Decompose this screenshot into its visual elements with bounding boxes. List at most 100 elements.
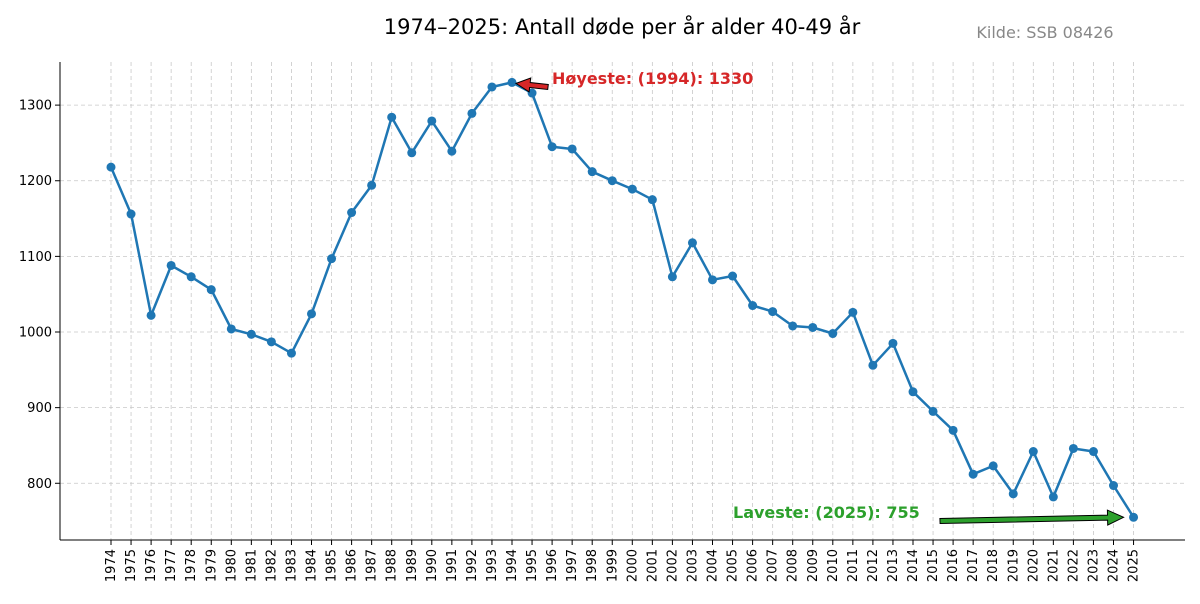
min-annotation-label: Laveste: (2025): 755: [733, 503, 920, 522]
x-tick-label: 2017: [966, 549, 981, 582]
data-point: [487, 82, 497, 92]
axis-layer: 1974 1975 1976 1977 1978 1979 1980 1981 1982 1983…: [19, 62, 1185, 582]
x-tick-label: 1984: [305, 549, 320, 582]
x-tick-label: 1999: [605, 549, 620, 582]
max-annotation-arrow: [514, 77, 549, 93]
x-tick-label: 1974: [104, 549, 119, 582]
x-tick-label: 2008: [786, 549, 801, 582]
x-tick-label: 2025: [1127, 549, 1142, 582]
data-point: [828, 329, 838, 339]
data-point: [106, 162, 116, 172]
x-tick-label: 1992: [465, 549, 480, 582]
x-tick-label: 1987: [365, 549, 380, 582]
data-point: [1008, 489, 1018, 499]
data-point: [327, 254, 337, 264]
x-tick-label: 2011: [846, 549, 861, 582]
data-point: [888, 338, 898, 348]
x-tick-label: 2019: [1006, 549, 1021, 582]
data-point: [687, 238, 697, 248]
data-point: [407, 148, 417, 158]
x-tick-label: 2000: [625, 549, 640, 582]
data-point: [1048, 492, 1058, 502]
x-tick-label: 2022: [1066, 549, 1081, 582]
data-point: [226, 324, 236, 334]
max-annotation-label: Høyeste: (1994): 1330: [552, 69, 753, 88]
x-tick-label: 2012: [866, 549, 881, 582]
x-tick-label: 1983: [284, 549, 299, 582]
x-tick-label: 1993: [485, 549, 500, 582]
data-point: [307, 309, 316, 319]
series-line: [109, 81, 1135, 518]
data-point: [1068, 443, 1078, 453]
data-point: [206, 285, 216, 295]
x-tick-label: 1990: [425, 549, 440, 582]
data-point: [808, 322, 818, 332]
data-point: [587, 167, 597, 177]
data-point: [246, 329, 256, 339]
min-annotation-arrow: [939, 509, 1125, 526]
data-point: [667, 272, 677, 282]
data-point: [447, 146, 457, 156]
x-tick-label: 2010: [826, 549, 841, 582]
data-point: [387, 112, 397, 122]
data-point: [708, 275, 717, 285]
chart-title: 1974–2025: Antall døde per år alder 40-4…: [384, 14, 861, 39]
data-point: [547, 142, 557, 152]
data-point: [868, 360, 878, 370]
x-tick-label: 1994: [505, 549, 520, 582]
x-tick-label: 1996: [545, 549, 560, 582]
x-tick-label: 2003: [685, 549, 700, 582]
y-tick-label: 1000: [19, 326, 52, 341]
data-point: [748, 301, 758, 311]
x-tick-label: 1977: [164, 549, 179, 582]
data-point: [146, 310, 156, 320]
data-point: [186, 272, 196, 282]
x-tick-label: 2021: [1046, 549, 1061, 582]
data-point: [427, 116, 437, 126]
data-point: [728, 271, 738, 281]
x-tick-label: 2018: [986, 549, 1001, 582]
data-point: [848, 307, 858, 317]
x-tick-label: 2020: [1026, 549, 1041, 582]
data-point: [1129, 512, 1139, 522]
data-point: [266, 337, 276, 347]
data-point: [1028, 447, 1038, 457]
data-point: [647, 195, 657, 205]
x-tick-label: 1980: [224, 549, 239, 582]
x-tick-label: 2024: [1107, 549, 1122, 582]
x-tick-label: 2006: [746, 549, 761, 582]
data-point: [627, 184, 637, 194]
x-tick-label: 2015: [926, 549, 941, 582]
x-tick-label: 2004: [706, 549, 721, 582]
y-tick-label: 800: [27, 477, 52, 492]
y-tick-label: 1200: [19, 174, 52, 189]
annotation-layer: Høyeste: (1994): 1330 Laveste: (2025): 75…: [514, 69, 1125, 526]
data-point: [908, 387, 918, 397]
data-point: [768, 307, 778, 317]
x-tick-label: 1975: [124, 549, 139, 582]
x-tick-label: 1985: [325, 549, 340, 582]
data-point: [1109, 481, 1118, 491]
data-point: [607, 176, 617, 186]
data-point: [1088, 447, 1098, 457]
series-layer: [106, 77, 1139, 522]
data-point: [988, 461, 998, 471]
x-tick-label: 1986: [345, 549, 360, 582]
x-tick-label: 1991: [445, 549, 460, 582]
source-label: Kilde: SSB 08426: [976, 23, 1113, 42]
data-point: [527, 88, 537, 98]
x-tick-label: 2014: [906, 549, 921, 582]
x-tick-label: 1997: [565, 549, 580, 582]
x-tick-label: 1988: [385, 549, 400, 582]
y-tick-label: 900: [27, 401, 52, 416]
data-point: [166, 260, 176, 270]
data-point: [788, 321, 798, 331]
x-tick-label: 1978: [184, 549, 199, 582]
data-point: [948, 425, 958, 435]
x-tick-label: 2001: [645, 549, 660, 582]
data-point: [968, 469, 978, 479]
x-tick-label: 2005: [726, 549, 741, 582]
x-tick-label: 2023: [1086, 549, 1101, 582]
data-point: [367, 180, 377, 190]
